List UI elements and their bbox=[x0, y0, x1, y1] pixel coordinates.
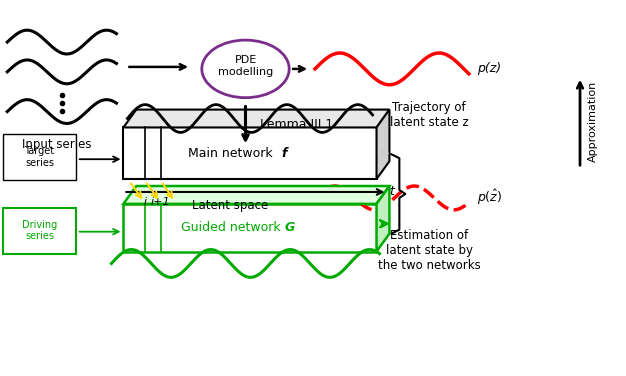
Text: Main network: Main network bbox=[188, 147, 277, 160]
Polygon shape bbox=[376, 109, 389, 179]
Text: Target
series: Target series bbox=[24, 146, 54, 168]
Polygon shape bbox=[123, 109, 389, 127]
Text: Estimation of
latent state by
the two networks: Estimation of latent state by the two ne… bbox=[377, 229, 481, 272]
FancyBboxPatch shape bbox=[3, 208, 76, 253]
FancyBboxPatch shape bbox=[123, 127, 376, 179]
Text: Guided network: Guided network bbox=[181, 221, 284, 234]
Text: Lemma III.1: Lemma III.1 bbox=[260, 118, 334, 131]
FancyBboxPatch shape bbox=[3, 134, 76, 180]
Polygon shape bbox=[376, 186, 389, 252]
Polygon shape bbox=[123, 186, 389, 204]
Text: Latent space: Latent space bbox=[192, 199, 269, 212]
Text: G: G bbox=[284, 221, 294, 234]
Text: PDE
modelling: PDE modelling bbox=[218, 55, 273, 77]
Text: Input series: Input series bbox=[22, 138, 91, 152]
Text: p(z): p(z) bbox=[477, 62, 501, 75]
Text: t: t bbox=[389, 185, 394, 199]
Text: Approximation: Approximation bbox=[588, 81, 598, 162]
Text: i+1: i+1 bbox=[150, 197, 170, 207]
Text: f: f bbox=[282, 147, 287, 160]
FancyBboxPatch shape bbox=[123, 204, 376, 252]
Text: $p(\hat{z})$: $p(\hat{z})$ bbox=[477, 188, 502, 208]
Ellipse shape bbox=[202, 40, 289, 98]
Text: Driving
series: Driving series bbox=[22, 220, 57, 241]
Text: i: i bbox=[144, 197, 147, 207]
Text: Trajectory of
latent state z: Trajectory of latent state z bbox=[390, 100, 468, 129]
